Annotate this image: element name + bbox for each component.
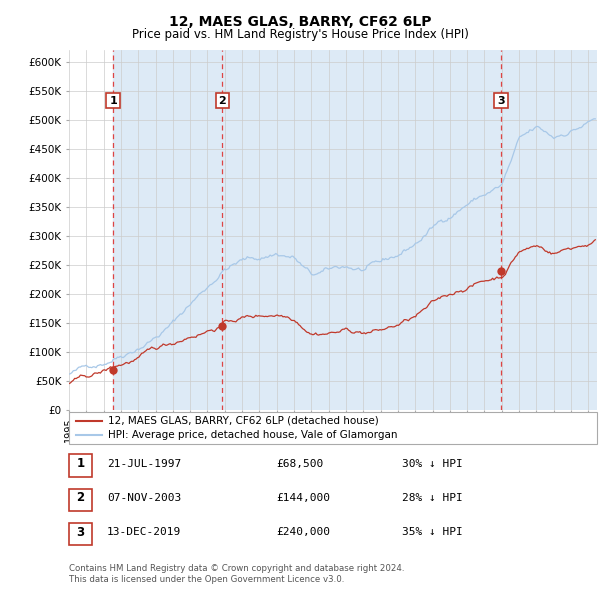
Text: HPI: Average price, detached house, Vale of Glamorgan: HPI: Average price, detached house, Vale…: [108, 430, 398, 440]
Bar: [222, 50, 501, 410]
Text: 2: 2: [76, 491, 85, 504]
Text: 21-JUL-1997: 21-JUL-1997: [107, 459, 181, 468]
Text: 1: 1: [109, 96, 117, 106]
Text: £68,500: £68,500: [276, 459, 323, 468]
Text: 3: 3: [76, 526, 85, 539]
Text: 3: 3: [497, 96, 505, 106]
Text: 2: 2: [218, 96, 226, 106]
Text: £144,000: £144,000: [276, 493, 330, 503]
Text: 35% ↓ HPI: 35% ↓ HPI: [402, 527, 463, 537]
Text: 28% ↓ HPI: 28% ↓ HPI: [402, 493, 463, 503]
Text: 30% ↓ HPI: 30% ↓ HPI: [402, 459, 463, 468]
Bar: [113, 50, 222, 410]
Bar: [501, 50, 597, 410]
Text: 07-NOV-2003: 07-NOV-2003: [107, 493, 181, 503]
Text: £240,000: £240,000: [276, 527, 330, 537]
Text: This data is licensed under the Open Government Licence v3.0.: This data is licensed under the Open Gov…: [69, 575, 344, 584]
Text: 13-DEC-2019: 13-DEC-2019: [107, 527, 181, 537]
Text: Contains HM Land Registry data © Crown copyright and database right 2024.: Contains HM Land Registry data © Crown c…: [69, 565, 404, 573]
Text: Price paid vs. HM Land Registry's House Price Index (HPI): Price paid vs. HM Land Registry's House …: [131, 28, 469, 41]
Text: 12, MAES GLAS, BARRY, CF62 6LP: 12, MAES GLAS, BARRY, CF62 6LP: [169, 15, 431, 29]
Text: 1: 1: [76, 457, 85, 470]
Text: 12, MAES GLAS, BARRY, CF62 6LP (detached house): 12, MAES GLAS, BARRY, CF62 6LP (detached…: [108, 416, 379, 426]
